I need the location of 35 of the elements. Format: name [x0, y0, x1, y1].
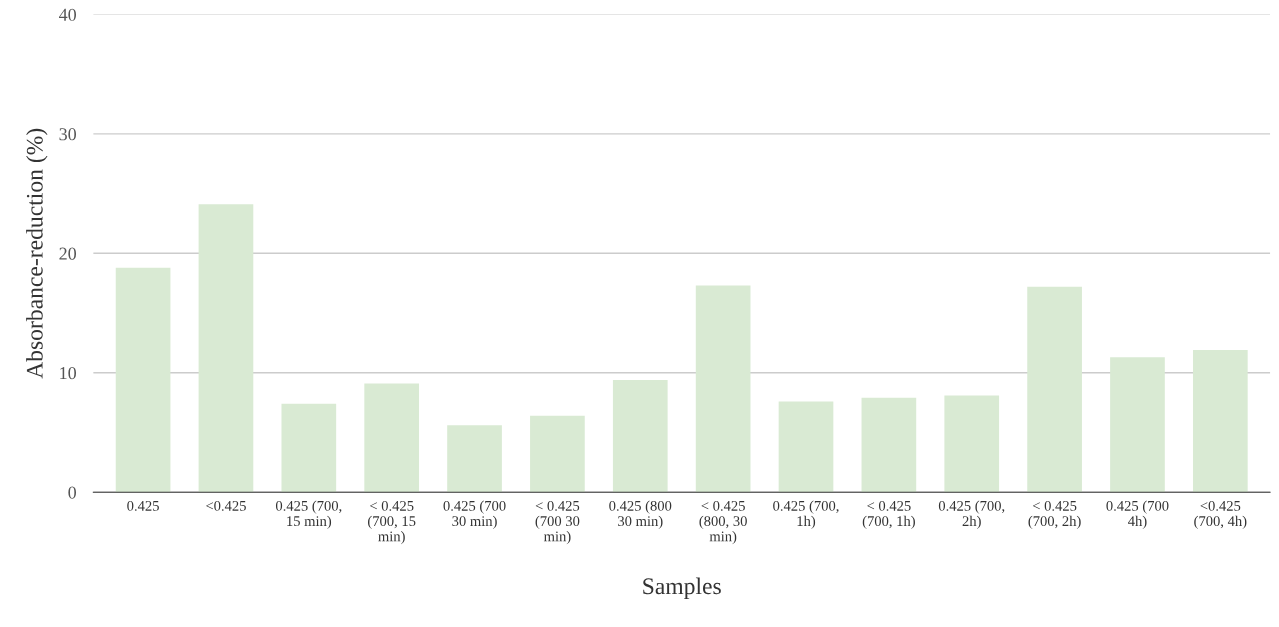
x-tick-label: < 0.425 (800, 30 min)	[699, 500, 747, 545]
bar	[198, 204, 254, 493]
x-tick-label: < 0.425 (700, 2h)	[1028, 500, 1081, 529]
bar	[1027, 286, 1082, 493]
bar	[861, 397, 917, 493]
bar	[778, 401, 834, 493]
y-axis-title: Absorbance-reduction (%)	[26, 128, 48, 379]
y-tick-label: 30	[59, 128, 77, 141]
bar	[447, 425, 502, 493]
y-tick-label: 20	[59, 247, 77, 260]
y-tick-label: 10	[60, 367, 77, 380]
x-tick-label: < 0.425 (700, 15 min)	[368, 500, 416, 545]
x-tick-label: <0.425 (700, 4h)	[1194, 500, 1247, 529]
x-tick-label: 0.425 (700 4h)	[1106, 500, 1169, 529]
bar	[364, 383, 420, 493]
x-tick-label: 0.425 (700 30 min)	[443, 500, 506, 529]
y-tick-label: 0	[68, 486, 77, 499]
bar	[281, 403, 337, 493]
x-tick-label: 0.425 (700, 1h)	[773, 500, 839, 529]
x-tick-label: 0.425	[127, 500, 159, 511]
x-axis-title: Samples	[643, 577, 721, 599]
x-tick-label: <0.425	[206, 500, 246, 511]
x-tick-label: < 0.425 (700 30 min)	[535, 500, 580, 545]
bar	[944, 395, 1000, 493]
x-tick-label: < 0.425 (700, 1h)	[862, 500, 915, 529]
x-tick-label: 0.425 (700, 15 min)	[275, 500, 342, 529]
x-tick-label: 0.425 (700, 2h)	[938, 500, 1005, 529]
bar	[1192, 350, 1248, 493]
x-tick-label: 0.425 (800 30 min)	[609, 500, 672, 529]
bar	[695, 285, 751, 493]
bar	[1110, 357, 1165, 493]
bar	[115, 267, 171, 493]
bar	[530, 415, 585, 493]
bar	[612, 379, 668, 493]
y-tick-label: 40	[59, 8, 77, 21]
